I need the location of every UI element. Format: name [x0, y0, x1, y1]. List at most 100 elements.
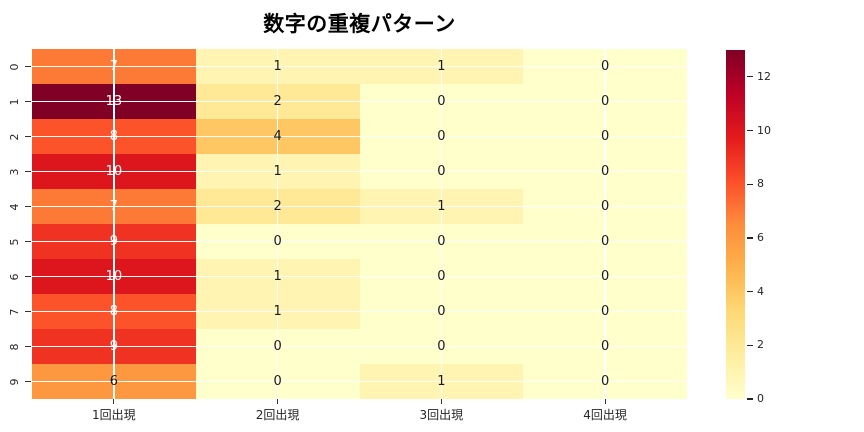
heatmap-cell-r9-c0: 6 — [32, 364, 196, 399]
y-tick-mark — [25, 206, 31, 207]
colorbar-tick-label: 6 — [757, 230, 764, 244]
cell-value: 10 — [105, 269, 123, 284]
cell-value: 0 — [437, 94, 446, 109]
x-tick-label: 4回出現 — [583, 408, 627, 422]
cell-value: 0 — [437, 339, 446, 354]
cell-value: 1 — [273, 269, 282, 284]
cell-value: 1 — [437, 199, 446, 214]
x-tick-label: 3回出現 — [419, 408, 464, 422]
colorbar-tick-label: 10 — [757, 123, 771, 137]
cell-value: 1 — [273, 164, 282, 179]
colorbar-tick-mark — [747, 129, 753, 132]
y-tick-mark — [25, 311, 31, 312]
heatmap-cell-r0-c0: 7 — [32, 49, 196, 84]
heatmap-cell-r2-c1: 4 — [195, 119, 360, 154]
x-axis: 1回出現 2回出現 3回出現 4回出現 — [32, 399, 687, 432]
colorbar-tick-mark — [747, 398, 753, 400]
x-tick-label: 1回出現 — [92, 408, 136, 422]
cell-value: 0 — [600, 129, 610, 144]
cell-value: 0 — [600, 199, 610, 214]
heatmap-cell-r1-c0: 13 — [32, 84, 196, 119]
cell-value: 1 — [273, 59, 282, 74]
heatmap-cell-r3-c0: 10 — [32, 154, 196, 189]
heatmap-cell-r5-c0: 9 — [32, 224, 196, 259]
colorbar-tick-label: 2 — [757, 338, 764, 352]
x-tick-label: 2回出現 — [255, 408, 300, 422]
y-tick-label: 4 — [7, 203, 21, 210]
x-tick-mark — [604, 399, 606, 404]
cell-value: 4 — [273, 129, 282, 144]
y-tick-label: 6 — [7, 273, 21, 280]
y-tick-label: 8 — [7, 343, 21, 350]
heatmap-cell-r6-c2: 0 — [359, 259, 524, 294]
colorbar-tick-mark — [747, 237, 753, 239]
heatmap-cell-r1-c1: 2 — [195, 84, 360, 119]
heatmap-cell-r0-c3: 0 — [523, 49, 687, 84]
cell-value: 6 — [109, 374, 119, 389]
heatmap-cell-r9-c1: 0 — [195, 364, 360, 399]
cell-value: 9 — [109, 234, 119, 249]
cell-value: 0 — [437, 304, 446, 319]
heatmap-cell-r2-c2: 0 — [359, 119, 524, 154]
heatmap-plot: 7 1 1 0 13 2 0 0 8 4 0 0 10 1 0 0 7 2 1 0 9 0 0 0 10 1 0 0 8 1 0 0 9 0 0 0 6… — [32, 49, 687, 399]
heatmap-cell-r5-c2: 0 — [359, 224, 524, 259]
heatmap-cell-r5-c1: 0 — [195, 224, 360, 259]
cell-value: 7 — [109, 59, 119, 74]
cell-value: 8 — [109, 304, 119, 319]
heatmap-cell-r4-c1: 2 — [195, 189, 360, 224]
colorbar-tick-label: 4 — [757, 284, 764, 298]
heatmap-cell-r5-c3: 0 — [523, 224, 687, 259]
cell-value: 13 — [105, 94, 123, 109]
heatmap-cell-r1-c3: 0 — [523, 84, 687, 119]
heatmap-cell-r6-c1: 1 — [195, 259, 360, 294]
heatmap-cell-r3-c2: 0 — [359, 154, 524, 189]
y-tick-label: 5 — [7, 238, 21, 245]
colorbar: 0 2 4 6 8 10 12 — [726, 50, 846, 405]
y-tick-mark — [25, 241, 31, 242]
cell-value: 0 — [273, 339, 282, 354]
heatmap-cell-r7-c1: 1 — [195, 294, 360, 329]
y-tick-label: 2 — [7, 133, 21, 140]
y-tick-mark — [25, 136, 31, 137]
y-tick-mark — [25, 276, 31, 277]
heatmap-cell-r0-c2: 1 — [359, 49, 524, 84]
heatmap-cell-r9-c3: 0 — [523, 364, 687, 399]
cell-value: 0 — [273, 234, 282, 249]
cell-value: 0 — [600, 304, 610, 319]
y-axis: 0 1 2 3 4 5 6 7 8 9 — [0, 49, 32, 399]
cell-value: 0 — [600, 234, 610, 249]
heatmap-grid: 7 1 1 0 13 2 0 0 8 4 0 0 10 1 0 0 7 2 1 0 9 0 0 0 10 1 0 0 8 1 0 0 9 0 0 0 6… — [32, 49, 687, 399]
colorbar-tick-mark — [747, 76, 753, 78]
heatmap-cell-r1-c2: 0 — [359, 84, 524, 119]
cell-value: 2 — [273, 199, 282, 214]
y-tick-mark — [25, 66, 31, 67]
heatmap-cell-r7-c2: 0 — [359, 294, 524, 329]
heatmap-cell-r4-c3: 0 — [523, 189, 687, 224]
cell-value: 0 — [437, 269, 446, 284]
heatmap-cell-r8-c0: 9 — [32, 329, 196, 364]
heatmap-cell-r6-c3: 0 — [523, 259, 687, 294]
colorbar-tick-label: 12 — [757, 69, 771, 83]
cell-value: 8 — [109, 129, 119, 144]
y-tick-label: 3 — [7, 168, 21, 175]
heatmap-cell-r4-c2: 1 — [359, 189, 524, 224]
x-tick-mark — [113, 399, 115, 404]
x-tick-mark — [277, 399, 279, 404]
cell-value: 0 — [273, 374, 282, 389]
y-tick-label: 0 — [7, 63, 21, 70]
colorbar-tick-mark — [747, 344, 753, 346]
cell-value: 2 — [273, 94, 282, 109]
cell-value: 0 — [600, 59, 610, 74]
heatmap-cell-r8-c1: 0 — [195, 329, 360, 364]
x-tick-mark — [440, 399, 442, 404]
heatmap-cell-r3-c1: 1 — [195, 154, 360, 189]
heatmap-cell-r9-c2: 1 — [359, 364, 524, 399]
heatmap-cell-r3-c3: 0 — [523, 154, 687, 189]
colorbar-tick-label: 8 — [757, 177, 764, 191]
cell-value: 1 — [437, 59, 446, 74]
y-tick-mark — [25, 101, 31, 102]
heatmap-cell-r0-c1: 1 — [195, 49, 360, 84]
heatmap-cell-r7-c3: 0 — [523, 294, 687, 329]
heatmap-cell-r4-c0: 7 — [32, 189, 196, 224]
